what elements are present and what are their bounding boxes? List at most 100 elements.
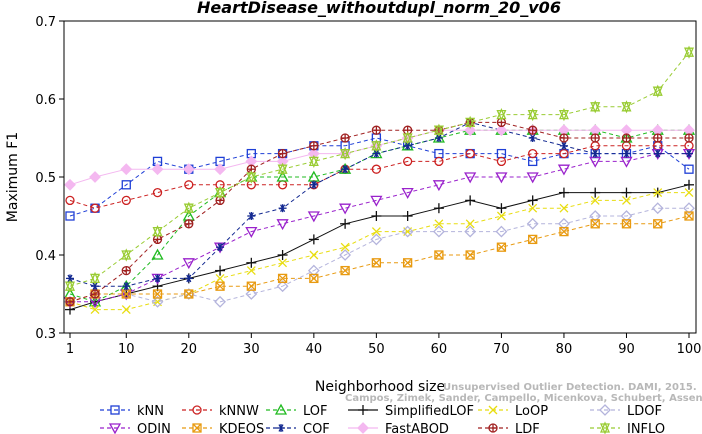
point-odin xyxy=(526,172,539,184)
point-ldf xyxy=(653,133,663,143)
point-ldof xyxy=(276,280,289,293)
point-fastabod xyxy=(151,163,164,176)
point-odin xyxy=(339,203,352,215)
point-simplifiedlof xyxy=(246,257,257,268)
point-ldf xyxy=(309,141,319,151)
point-ldf xyxy=(121,265,131,276)
point-loop xyxy=(496,211,506,221)
point-ldof xyxy=(464,225,477,238)
point-kdeos xyxy=(152,289,163,299)
y-axis-ticks: 0.3 0.4 0.5 0.6 0.7 xyxy=(35,15,64,342)
point-ldof xyxy=(339,249,352,261)
point-ldf xyxy=(621,133,632,143)
point-ldof xyxy=(683,202,695,215)
watermark-line-2: Campos, Zimek, Sander, Campello, Micenko… xyxy=(345,393,702,404)
point-cof xyxy=(247,212,256,220)
legend-item-fastabod: FastABOD xyxy=(348,422,449,434)
point-ldof xyxy=(558,217,570,230)
y-tick-label: 0.4 xyxy=(35,249,56,264)
point-inflo xyxy=(183,201,194,215)
legend-item-loop: LoOP xyxy=(478,404,548,419)
legend-label-odin: ODIN xyxy=(137,422,171,434)
point-inflo xyxy=(496,107,507,122)
point-kdeos xyxy=(559,226,569,237)
line-loop xyxy=(69,192,689,311)
point-kdeos xyxy=(184,289,194,299)
line-inflo xyxy=(69,51,690,287)
legend-item-cof: COF xyxy=(266,422,330,434)
point-kdeos xyxy=(496,242,507,252)
point-simplifiedlof xyxy=(621,187,632,198)
point-ldof xyxy=(245,288,258,300)
x-tick-label: 80 xyxy=(556,342,573,357)
point-odin xyxy=(495,172,508,184)
point-cof xyxy=(653,149,662,158)
point-inflo xyxy=(621,100,632,114)
point-fastabod xyxy=(495,124,508,137)
point-odin xyxy=(276,219,289,231)
legend-label-lof: LOF xyxy=(303,404,328,419)
point-odin xyxy=(182,258,195,270)
point-loop xyxy=(340,242,350,252)
point-ldof xyxy=(401,225,414,238)
legend-label-fastabod: FastABOD xyxy=(385,422,449,434)
line-knnw xyxy=(69,145,689,209)
x-tick-label: 20 xyxy=(181,342,198,357)
point-knn xyxy=(121,180,131,190)
point-fastabod xyxy=(276,155,289,168)
legend-label-loop: LoOP xyxy=(515,404,548,419)
point-cof xyxy=(216,243,225,252)
point-knnw xyxy=(90,203,100,213)
legend-marker-odin xyxy=(108,423,122,434)
point-inflo xyxy=(558,107,569,122)
series-ldof xyxy=(64,202,695,308)
line-simplifiedlof xyxy=(69,184,690,311)
point-simplifiedlof xyxy=(308,234,319,245)
legend-marker-kdeos xyxy=(192,423,202,433)
point-ldof xyxy=(495,225,508,238)
point-fastabod xyxy=(464,124,477,137)
point-simplifiedlof xyxy=(496,203,507,214)
point-fastabod xyxy=(64,178,76,191)
x-tick-label: 10 xyxy=(118,342,135,357)
point-cof xyxy=(153,274,162,283)
point-cof xyxy=(122,282,131,291)
legend-marker-inflo xyxy=(599,421,611,434)
point-ldof xyxy=(370,233,383,246)
point-ldof xyxy=(620,210,633,222)
legend-marker-knn xyxy=(110,405,120,415)
point-loop xyxy=(246,266,256,276)
point-cof xyxy=(309,180,318,189)
point-odin xyxy=(401,187,414,199)
point-inflo xyxy=(64,279,76,293)
point-cof xyxy=(591,149,600,158)
point-knnw xyxy=(152,187,163,198)
y-tick-label: 0.5 xyxy=(35,171,56,186)
point-knn xyxy=(65,211,75,221)
series-inflo xyxy=(64,45,695,293)
point-inflo xyxy=(277,162,288,176)
point-ldf xyxy=(528,125,538,135)
x-tick-label: 60 xyxy=(431,342,448,357)
point-inflo xyxy=(308,154,319,169)
point-loop xyxy=(215,273,225,283)
legend-item-simplifiedlof: SimplifiedLOF xyxy=(348,404,474,419)
point-simplifiedlof xyxy=(340,218,351,229)
point-inflo xyxy=(590,100,601,114)
point-loop xyxy=(653,188,663,198)
point-simplifiedlof xyxy=(215,265,226,276)
legend-item-kdeos: KDEOS xyxy=(182,422,264,434)
point-ldof xyxy=(151,295,164,308)
point-loop xyxy=(121,305,131,315)
point-cof xyxy=(559,141,568,150)
series-layer xyxy=(63,45,696,315)
point-ldof xyxy=(432,225,445,238)
legend-label-knn: kNN xyxy=(137,404,164,419)
point-loop xyxy=(434,219,444,229)
point-simplifiedlof xyxy=(433,203,444,214)
point-loop xyxy=(528,203,538,213)
point-odin xyxy=(245,226,258,238)
point-ldf xyxy=(90,289,100,299)
point-inflo xyxy=(215,185,226,200)
